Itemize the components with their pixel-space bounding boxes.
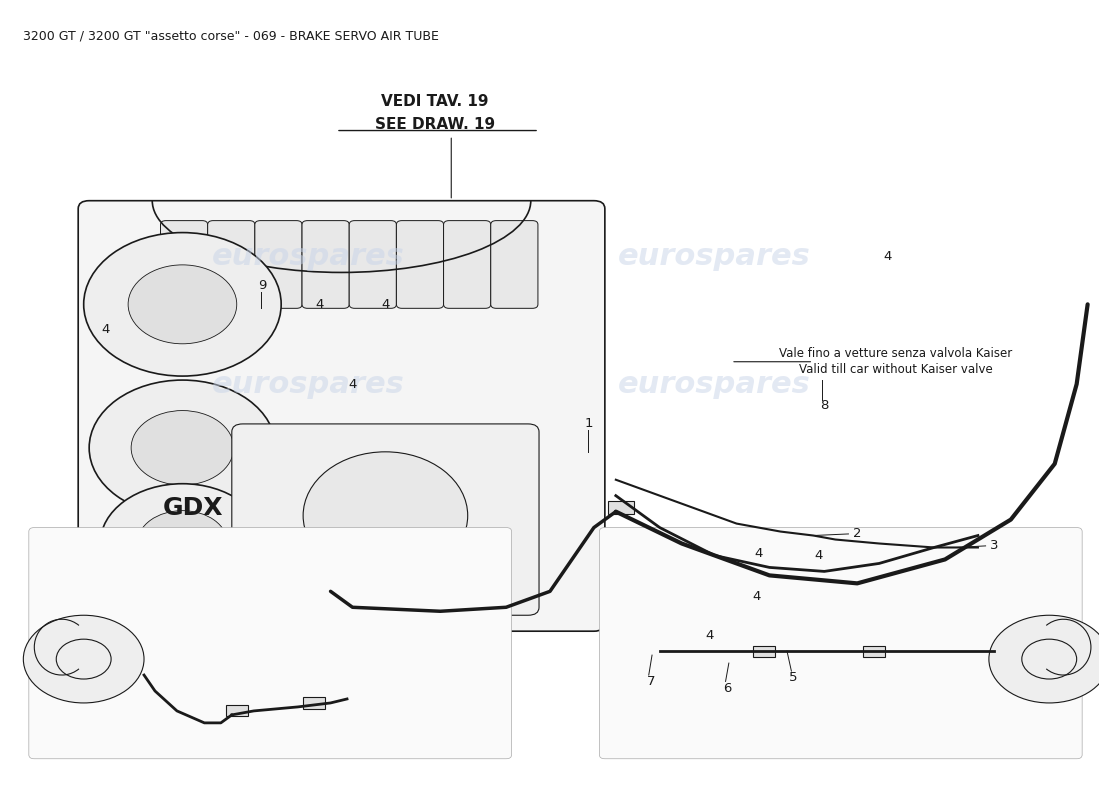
Circle shape xyxy=(131,410,233,485)
Bar xyxy=(674,533,701,546)
Circle shape xyxy=(100,484,265,603)
Circle shape xyxy=(138,510,228,576)
Circle shape xyxy=(89,380,276,515)
Text: 4: 4 xyxy=(755,546,762,559)
Circle shape xyxy=(128,265,236,344)
FancyBboxPatch shape xyxy=(29,527,512,758)
Bar xyxy=(751,557,777,570)
Bar xyxy=(608,502,635,514)
Text: 4: 4 xyxy=(382,298,389,311)
FancyBboxPatch shape xyxy=(78,201,605,631)
FancyBboxPatch shape xyxy=(600,527,1082,758)
Text: 4: 4 xyxy=(316,298,323,311)
Text: 8: 8 xyxy=(821,399,828,412)
Bar xyxy=(862,646,884,657)
FancyBboxPatch shape xyxy=(161,221,208,308)
Text: 3: 3 xyxy=(990,539,999,552)
Circle shape xyxy=(23,615,144,703)
Text: 4: 4 xyxy=(349,378,356,390)
Text: 1: 1 xyxy=(584,418,593,430)
Circle shape xyxy=(989,615,1100,703)
Text: eurospares: eurospares xyxy=(212,242,405,271)
Text: GDX: GDX xyxy=(163,496,223,520)
Bar xyxy=(227,706,249,717)
Text: VEDI TAV. 19: VEDI TAV. 19 xyxy=(381,94,488,109)
Text: eurospares: eurospares xyxy=(618,370,811,398)
FancyBboxPatch shape xyxy=(232,424,539,615)
Bar xyxy=(882,561,909,574)
Text: 7: 7 xyxy=(647,675,656,688)
Text: 3200 GT / 3200 GT "assetto corse" - 069 - BRAKE SERVO AIR TUBE: 3200 GT / 3200 GT "assetto corse" - 069 … xyxy=(23,30,439,42)
Text: Valid till car without Kaiser valve: Valid till car without Kaiser valve xyxy=(799,363,992,376)
Ellipse shape xyxy=(304,452,468,579)
Text: 9: 9 xyxy=(258,279,266,293)
Circle shape xyxy=(56,639,111,679)
Text: eurospares: eurospares xyxy=(212,370,405,398)
Bar xyxy=(816,565,843,578)
FancyBboxPatch shape xyxy=(302,221,349,308)
FancyBboxPatch shape xyxy=(443,221,491,308)
FancyBboxPatch shape xyxy=(255,221,302,308)
Text: SEE DRAW. 19: SEE DRAW. 19 xyxy=(375,118,495,133)
FancyBboxPatch shape xyxy=(349,221,396,308)
Text: 2: 2 xyxy=(852,527,861,541)
Circle shape xyxy=(84,233,282,376)
Circle shape xyxy=(1022,639,1077,679)
Text: 4: 4 xyxy=(101,323,110,336)
Text: 4: 4 xyxy=(705,629,713,642)
Text: Vale fino a vetture senza valvola Kaiser: Vale fino a vetture senza valvola Kaiser xyxy=(779,347,1012,360)
FancyBboxPatch shape xyxy=(396,221,443,308)
Text: 5: 5 xyxy=(790,671,798,684)
Text: 4: 4 xyxy=(815,549,823,562)
FancyBboxPatch shape xyxy=(208,221,255,308)
FancyBboxPatch shape xyxy=(491,221,538,308)
Text: 4: 4 xyxy=(752,590,760,603)
Text: 4: 4 xyxy=(883,250,892,263)
Text: 6: 6 xyxy=(724,682,732,695)
Bar xyxy=(304,698,326,709)
Text: eurospares: eurospares xyxy=(618,242,811,271)
Bar xyxy=(754,646,774,657)
